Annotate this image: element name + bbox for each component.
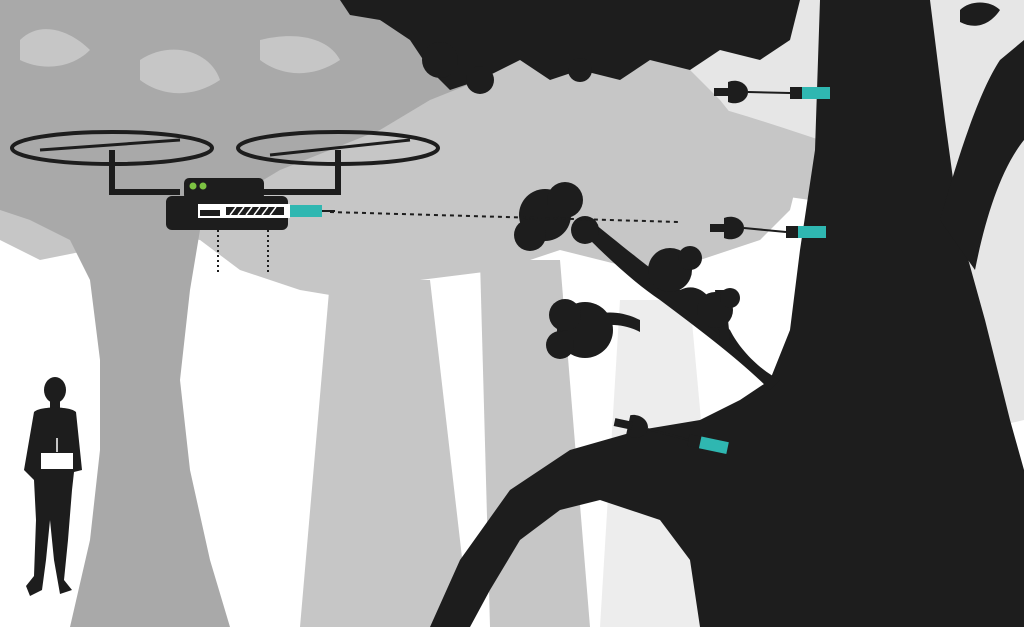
laser-line (329, 211, 681, 223)
dart-loaded (290, 205, 322, 217)
dart-middle (710, 216, 826, 240)
dark-canopy (340, 0, 800, 94)
status-light-icon (189, 182, 197, 190)
black-tree (430, 0, 1024, 627)
controller-icon (39, 451, 75, 471)
dart-lower (613, 414, 729, 455)
person-with-controller (24, 377, 82, 596)
grey-tree (0, 0, 520, 627)
quadcopter-drone (10, 130, 440, 272)
sampling-branch (514, 182, 780, 390)
dart-upper (714, 80, 830, 104)
